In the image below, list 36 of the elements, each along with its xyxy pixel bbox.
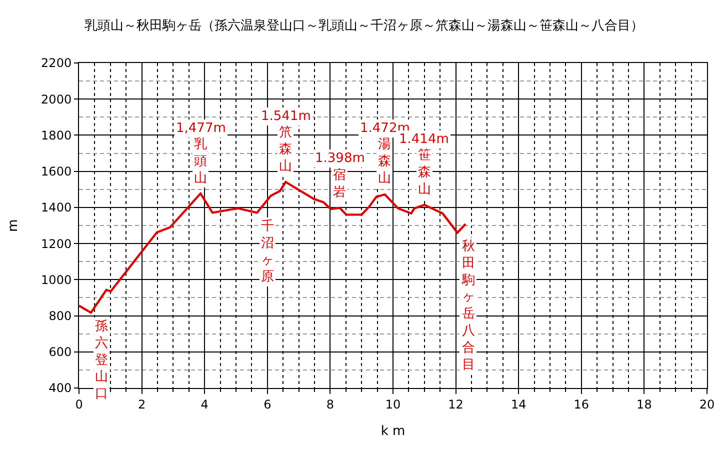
y-tick-label: 1200: [41, 236, 72, 251]
x-tick-label: 0: [75, 397, 83, 412]
x-tick-label: 8: [326, 397, 334, 412]
annotation: 孫六登山口: [95, 319, 108, 402]
annotation: 1.541m: [261, 109, 311, 124]
annotation: 秋田駒ヶ岳八合目: [461, 239, 475, 372]
y-tick-label: 1600: [41, 164, 72, 179]
y-tick-label: 600: [48, 345, 72, 360]
x-tick-label: 2: [138, 397, 146, 412]
x-tick-label: 16: [574, 397, 590, 412]
x-tick-label: 10: [385, 397, 401, 412]
x-tick-label: 18: [636, 397, 652, 412]
annotation: 1.414m: [399, 132, 449, 147]
x-tick-label: 14: [510, 397, 526, 412]
annotation: 宿岩: [333, 167, 346, 200]
annotation: 千沼ヶ原: [261, 219, 274, 285]
annotation: 乳頭山: [194, 137, 207, 186]
y-tick-label: 400: [48, 381, 72, 396]
y-axis-title: m: [6, 219, 22, 232]
y-tick-label: 1000: [41, 272, 72, 287]
annotation: 1.398m: [315, 151, 365, 166]
y-tick-label: 1400: [41, 200, 72, 215]
annotation: 笊森山: [279, 125, 292, 174]
annotation: 1,477m: [176, 121, 226, 136]
x-tick-label: 12: [448, 397, 464, 412]
y-tick-label: 1800: [41, 128, 72, 142]
x-axis-title: k m: [380, 424, 406, 439]
y-tick-label: 800: [48, 308, 72, 323]
annotation: 湯森山: [378, 137, 391, 186]
annotation: 笹森山: [418, 148, 431, 197]
y-tick-label: 2000: [41, 92, 72, 106]
y-tick-label: 2200: [41, 56, 72, 70]
x-tick-label: 6: [264, 397, 272, 412]
x-tick-label: 20: [699, 397, 715, 412]
x-tick-label: 4: [200, 397, 208, 412]
chart-title: 乳頭山～秋田駒ヶ岳（孫六温泉登山口～乳頭山～千沼ヶ原～笊森山～湯森山～笹森山～八合目）: [84, 18, 644, 34]
